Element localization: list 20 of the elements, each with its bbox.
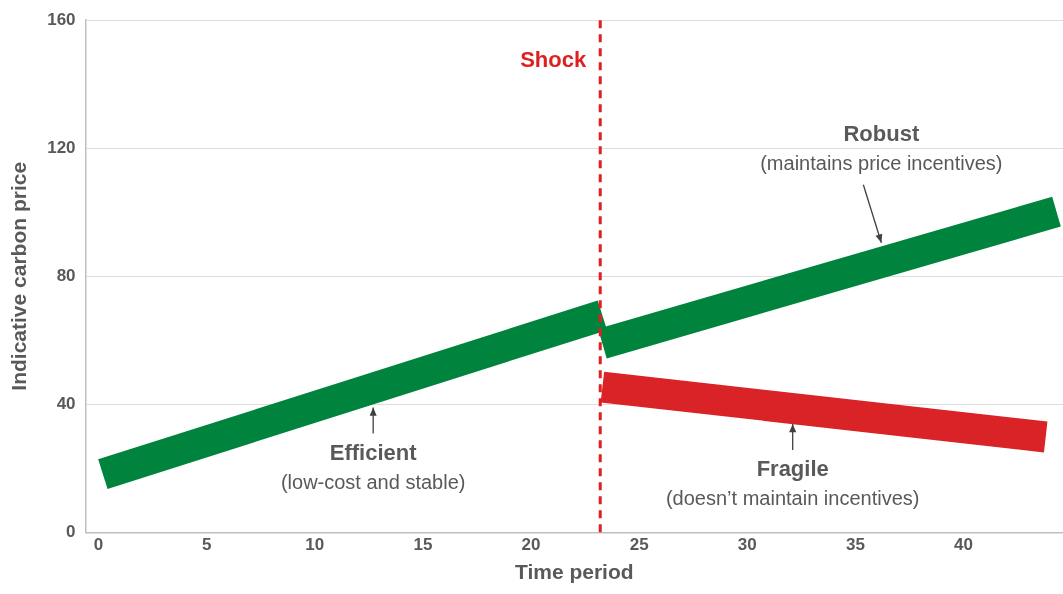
- x-tick-label: 30: [737, 535, 757, 555]
- y-tick-label: 160: [47, 9, 76, 29]
- x-axis-title: Time period: [514, 560, 634, 584]
- y-tick-label: 0: [66, 522, 76, 542]
- x-tick-label: 25: [629, 535, 649, 555]
- annotation: Efficient (low-cost and stable): [280, 439, 466, 494]
- y-tick-label: 40: [56, 394, 76, 414]
- x-tick-label: 15: [413, 535, 433, 555]
- y-axis-title: Indicative carbon price: [7, 161, 31, 391]
- x-tick-label: 40: [954, 535, 973, 555]
- x-tick-label: 10: [305, 535, 325, 555]
- x-tick-label: 0: [93, 535, 104, 555]
- y-tick-label: 80: [56, 265, 76, 285]
- ref-line-label: Shock: [520, 47, 587, 73]
- annotation: Robust (maintains price incentives): [760, 120, 1003, 175]
- annotation: Fragile (doesn’t maintain incentives): [665, 455, 920, 510]
- x-tick-label: 20: [521, 535, 541, 555]
- x-tick-label: 35: [845, 535, 865, 555]
- x-tick-label: 5: [201, 535, 212, 555]
- y-tick-label: 120: [47, 137, 76, 157]
